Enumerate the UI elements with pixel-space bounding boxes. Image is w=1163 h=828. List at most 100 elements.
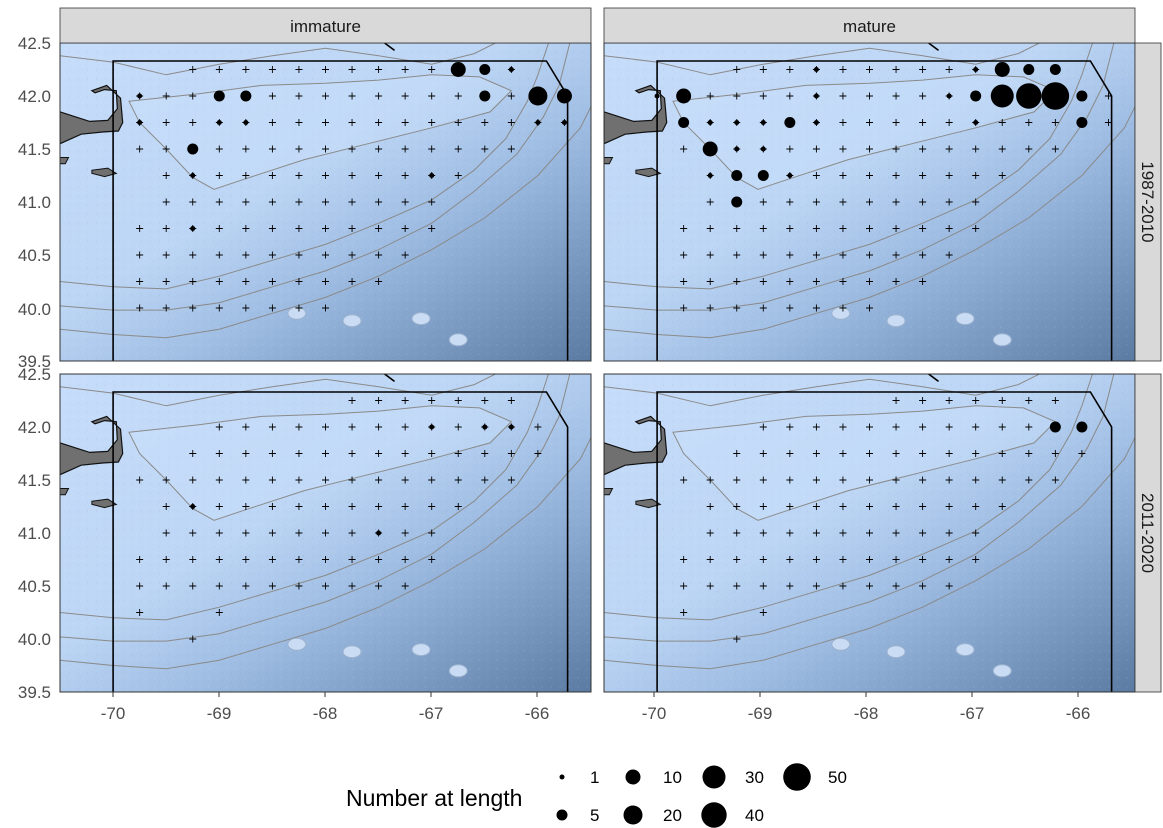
catch-bubble — [1076, 421, 1088, 433]
station-marker — [162, 556, 170, 563]
station-marker — [322, 92, 329, 100]
station-marker — [162, 172, 170, 179]
station-marker — [268, 529, 276, 537]
station-marker — [706, 556, 714, 563]
station-marker — [839, 119, 847, 126]
station-marker — [375, 582, 383, 590]
station-marker — [839, 225, 847, 232]
station-marker — [268, 119, 276, 126]
station-marker — [375, 198, 383, 206]
station-marker — [242, 503, 250, 510]
strata-boundary — [112, 60, 569, 361]
station-marker — [839, 556, 847, 563]
station-marker — [892, 198, 900, 206]
strip-mature: mature — [603, 7, 1136, 44]
station-marker — [322, 582, 329, 590]
depth-contour — [604, 437, 1135, 670]
y-tick-label: 41.5 — [18, 140, 51, 159]
station-marker — [242, 582, 250, 590]
legend-symbol — [625, 769, 641, 785]
station-marker — [454, 119, 462, 126]
legend-label: 20 — [663, 806, 682, 825]
station-marker — [215, 529, 223, 537]
station-marker — [786, 251, 794, 259]
station-marker — [428, 556, 436, 563]
catch-bubble — [190, 173, 196, 178]
x-tick-label: -69 — [207, 704, 232, 723]
seamount — [411, 643, 431, 657]
map-panel-mature-2011-2020 — [603, 373, 1136, 693]
station-marker — [759, 503, 767, 510]
station-marker — [839, 529, 847, 537]
seamount — [992, 664, 1012, 678]
station-marker — [972, 172, 980, 179]
station-marker — [322, 225, 329, 232]
georges-bank-contour — [128, 405, 513, 521]
station-marker — [295, 304, 303, 312]
hague-line — [927, 43, 940, 52]
depth-contour — [604, 43, 1093, 290]
station-marker — [189, 66, 197, 73]
station-marker — [428, 225, 436, 232]
station-marker — [786, 92, 794, 100]
y-tick-label: 42.5 — [18, 34, 51, 53]
station-marker — [295, 423, 303, 431]
station-marker — [680, 609, 688, 616]
depth-contour — [60, 43, 549, 290]
station-marker — [242, 450, 250, 457]
station-marker — [375, 225, 383, 232]
station-marker — [812, 145, 820, 153]
station-marker — [759, 278, 767, 285]
station-marker — [998, 423, 1006, 431]
station-marker — [401, 476, 409, 484]
station-marker — [162, 582, 170, 590]
seamount — [287, 306, 307, 320]
station-marker — [1078, 450, 1086, 457]
map-panel-immature-1987-2010 — [59, 42, 592, 362]
catch-bubble — [429, 173, 435, 178]
station-marker — [892, 529, 900, 537]
station-marker — [268, 198, 276, 206]
station-marker — [998, 450, 1006, 457]
station-marker — [839, 423, 847, 431]
strip-1987-2010-label: 1987-2010 — [1138, 161, 1157, 242]
station-marker — [136, 145, 144, 153]
catch-bubble — [508, 67, 514, 72]
legend: Number at length 1 5 10 20 30 40 50 — [346, 763, 847, 828]
station-marker — [189, 529, 197, 537]
station-marker — [401, 529, 409, 537]
station-marker — [268, 278, 276, 285]
catch-bubble — [760, 120, 766, 125]
station-marker — [680, 251, 688, 259]
station-marker — [733, 450, 741, 457]
station-marker — [945, 423, 953, 431]
y-tick-label: 41.5 — [18, 471, 51, 490]
station-marker — [945, 476, 953, 484]
station-marker — [534, 450, 542, 457]
catch-bubble — [240, 90, 252, 102]
station-marker — [428, 145, 436, 153]
depth-contour — [60, 437, 591, 670]
station-marker — [680, 476, 688, 484]
cape-cod-land — [604, 84, 668, 145]
catch-bubble — [787, 173, 793, 178]
station-marker — [189, 582, 197, 590]
station-marker — [268, 503, 276, 510]
station-marker — [215, 145, 223, 153]
station-marker — [375, 556, 383, 563]
station-marker — [759, 582, 767, 590]
station-marker — [348, 556, 356, 563]
station-marker — [348, 119, 356, 126]
station-marker — [866, 476, 873, 484]
x-tick-label: -70 — [101, 704, 126, 723]
station-marker — [812, 225, 820, 232]
station-marker — [759, 476, 767, 484]
marthas-vineyard-land — [604, 157, 614, 165]
station-marker — [268, 92, 276, 100]
station-marker — [680, 225, 688, 232]
station-marker — [295, 251, 303, 259]
station-marker — [945, 503, 953, 510]
station-marker — [268, 251, 276, 259]
station-marker — [322, 172, 329, 179]
station-marker — [892, 66, 900, 73]
